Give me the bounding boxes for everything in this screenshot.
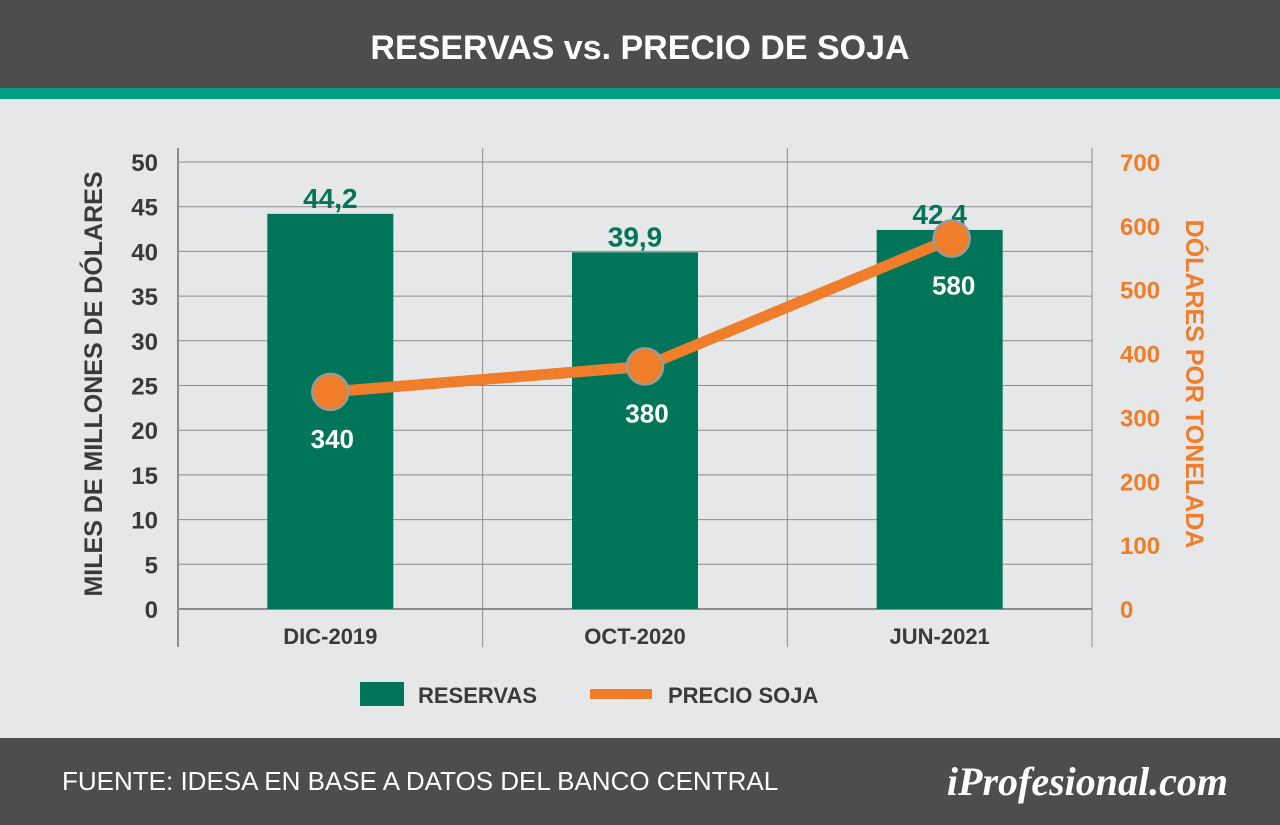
- line-point: [625, 347, 665, 386]
- x-tick-label: JUN-2021: [890, 624, 990, 649]
- line-data-label: 340: [311, 424, 354, 454]
- y2-tick-label: 100: [1120, 533, 1160, 560]
- y-tick-label: 5: [145, 552, 158, 579]
- bar-data-label: 39,9: [608, 221, 663, 252]
- y-tick-label: 50: [131, 150, 158, 177]
- y-tick-label: 30: [131, 329, 158, 356]
- y2-tick-label: 700: [1120, 150, 1160, 177]
- y-tick-label: 35: [131, 284, 158, 311]
- y-tick-label: 40: [131, 239, 158, 266]
- y-tick-label: 0: [145, 597, 158, 624]
- y2-axis-title: DÓLARES POR TONELADA: [1180, 220, 1210, 549]
- y-axis-title: MILES DE MILLONES DE DÓLARES: [78, 171, 108, 596]
- y2-tick-label: 600: [1120, 214, 1160, 241]
- line-point: [311, 372, 350, 412]
- line-data-label: 380: [625, 398, 668, 428]
- source-note: FUENTE: IDESA EN BASE A DATOS DEL BANCO …: [62, 766, 779, 796]
- y-tick-label: 20: [131, 418, 158, 445]
- chart-svg: 44,239,942,43403805800510152025303540455…: [78, 148, 1210, 708]
- y-tick-label: 10: [131, 508, 158, 535]
- bar-data-label: 44,2: [303, 183, 358, 214]
- accent-strip: [0, 88, 1280, 99]
- bar-reservas: [572, 252, 698, 609]
- legend-swatch-reservas: [360, 682, 404, 706]
- chart-title: RESERVAS vs. PRECIO DE SOJA: [370, 29, 910, 67]
- line-data-label: 580: [932, 271, 975, 301]
- header-bar: RESERVAS vs. PRECIO DE SOJA: [0, 0, 1280, 88]
- y-tick-label: 15: [131, 463, 158, 490]
- legend-label-precio-soja: PRECIO SOJA: [668, 683, 818, 708]
- brand-logo: iProfesional.com: [946, 759, 1228, 804]
- legend-label-reservas: RESERVAS: [418, 683, 537, 708]
- y2-tick-label: 500: [1120, 278, 1160, 305]
- line-point: [932, 219, 971, 258]
- bar-reservas: [267, 213, 394, 609]
- y2-tick-label: 200: [1120, 469, 1160, 496]
- y-tick-label: 25: [131, 374, 158, 401]
- x-tick-label: DIC-2019: [283, 624, 377, 649]
- y2-tick-label: 300: [1120, 405, 1160, 432]
- y2-tick-label: 0: [1120, 597, 1133, 624]
- x-tick-label: OCT-2020: [584, 624, 686, 649]
- footer-bar: FUENTE: IDESA EN BASE A DATOS DEL BANCO …: [0, 738, 1280, 825]
- y2-tick-label: 400: [1120, 342, 1160, 369]
- bar-reservas: [876, 229, 1003, 609]
- y-tick-label: 45: [131, 195, 158, 222]
- chart-area: 44,2 39,9 42,4 340 380 580 0 5 10 15 20 25 30 35 40 45 5…: [0, 99, 1280, 735]
